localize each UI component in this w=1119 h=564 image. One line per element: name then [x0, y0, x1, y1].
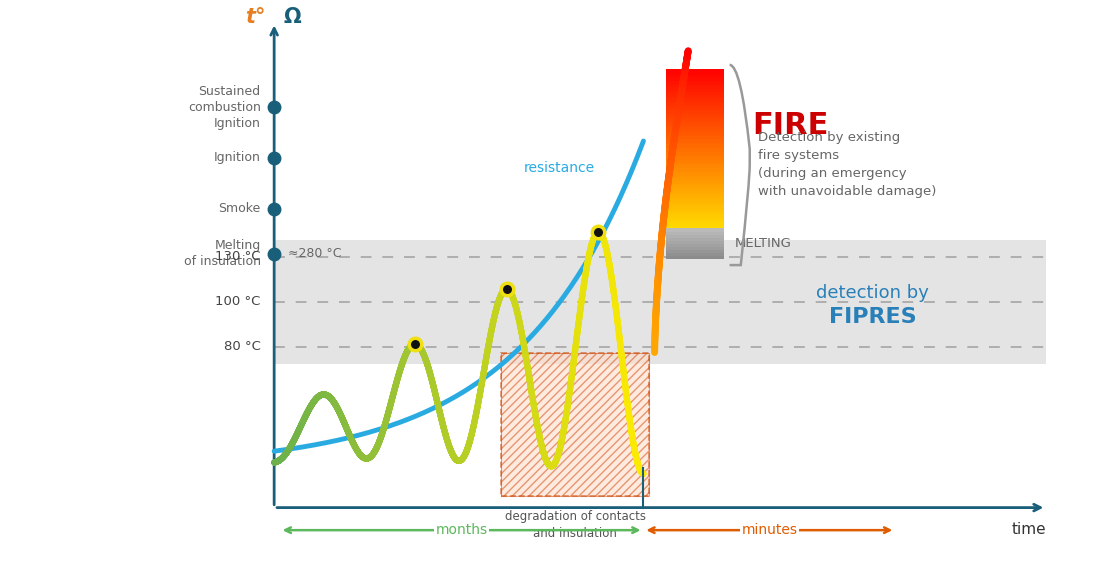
Bar [666, 85, 724, 89]
Bar [666, 214, 724, 218]
Bar [666, 103, 724, 107]
Bar [666, 161, 724, 165]
Text: detection by: detection by [817, 284, 929, 302]
Bar [666, 192, 724, 197]
Bar [666, 228, 724, 231]
Bar [666, 108, 724, 113]
Bar [666, 80, 724, 83]
Bar [666, 135, 724, 139]
Bar [666, 208, 724, 213]
Bar [666, 92, 724, 97]
Bar [666, 234, 724, 238]
Bar [666, 179, 724, 184]
Bar [666, 164, 724, 168]
Bar [666, 119, 724, 123]
Bar [666, 171, 724, 176]
Text: degradation of contacts
and insulation: degradation of contacts and insulation [505, 510, 646, 540]
Bar [666, 156, 724, 160]
Bar [666, 140, 724, 144]
Bar [666, 148, 724, 152]
Text: Ignition: Ignition [214, 151, 261, 165]
Text: minutes: minutes [741, 523, 798, 537]
Bar [666, 231, 724, 235]
Bar [666, 95, 724, 99]
Bar [666, 246, 724, 250]
Text: months: months [435, 523, 488, 537]
Bar [666, 166, 724, 170]
Bar [666, 187, 724, 192]
Bar [666, 182, 724, 186]
Bar [666, 206, 724, 210]
Bar [666, 143, 724, 147]
Text: MELTING: MELTING [735, 237, 792, 250]
Bar [666, 100, 724, 105]
Bar [666, 198, 724, 202]
Bar [666, 228, 724, 259]
Bar [666, 90, 724, 94]
Text: FIRE: FIRE [752, 111, 828, 140]
Bar [666, 177, 724, 181]
Bar [666, 87, 724, 91]
Bar [666, 158, 724, 162]
Bar [666, 190, 724, 194]
Text: FIPRES: FIPRES [829, 307, 916, 327]
Bar [666, 132, 724, 136]
Text: Melting
of insulation: Melting of insulation [184, 239, 261, 268]
Text: Ω: Ω [283, 7, 301, 27]
Bar [666, 69, 724, 73]
Bar [666, 249, 724, 253]
Text: 100 °C: 100 °C [215, 295, 261, 309]
Bar [666, 244, 724, 247]
Bar [666, 116, 724, 121]
Text: 80 °C: 80 °C [224, 340, 261, 354]
Bar [666, 113, 724, 118]
Bar [666, 240, 724, 244]
Text: Smoke: Smoke [218, 202, 261, 215]
Bar [666, 145, 724, 149]
Bar [666, 137, 724, 142]
Bar [666, 127, 724, 131]
Bar [666, 195, 724, 200]
Bar [666, 98, 724, 102]
Bar [666, 121, 724, 126]
Bar [666, 124, 724, 129]
Bar [666, 153, 724, 157]
Text: Sustained
combustion
Ignition: Sustained combustion Ignition [188, 85, 261, 130]
Bar [501, 352, 649, 496]
Bar [666, 211, 724, 215]
Bar [666, 174, 724, 178]
Text: Detection by existing
fire systems
(during an emergency
with unavoidable damage): Detection by existing fire systems (duri… [758, 131, 935, 199]
Bar [666, 237, 724, 241]
Bar [666, 129, 724, 134]
Bar [666, 253, 724, 256]
Text: time: time [1012, 522, 1046, 537]
Bar [666, 219, 724, 223]
Bar [274, 240, 1046, 364]
Bar [666, 82, 724, 86]
Bar [666, 184, 724, 189]
Bar [666, 224, 724, 228]
Bar [666, 74, 724, 78]
Bar [666, 111, 724, 115]
Bar [666, 169, 724, 173]
Bar [666, 72, 724, 76]
Bar [666, 216, 724, 221]
Bar [666, 151, 724, 155]
Bar [501, 352, 649, 496]
Bar [666, 77, 724, 81]
Text: t°: t° [245, 7, 265, 27]
Bar [666, 105, 724, 110]
Bar [666, 200, 724, 205]
Bar [666, 256, 724, 259]
Bar [666, 222, 724, 226]
Text: resistance: resistance [524, 161, 595, 175]
Text: 130 °C: 130 °C [215, 250, 261, 263]
Bar [666, 203, 724, 208]
Text: ≈280 °C: ≈280 °C [288, 247, 341, 261]
